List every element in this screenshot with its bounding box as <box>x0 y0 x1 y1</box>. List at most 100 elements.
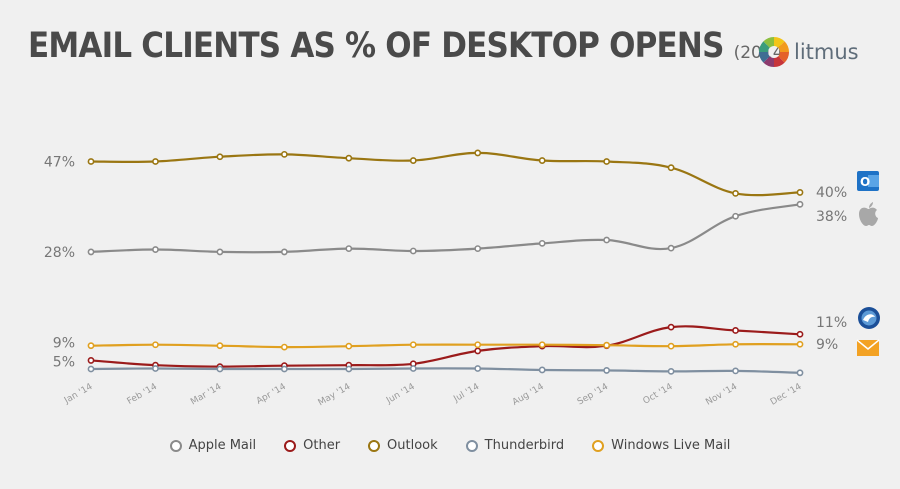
data-point <box>667 323 675 331</box>
series-thunderbird <box>87 365 804 377</box>
data-point <box>216 248 224 256</box>
data-point <box>216 153 224 161</box>
series-windows-live-mail <box>87 340 804 351</box>
x-tick-label: Jun '14 <box>384 382 417 407</box>
data-point <box>409 157 417 164</box>
litmus-logo: litmus <box>758 32 859 72</box>
data-point <box>152 365 159 372</box>
series-line <box>90 203 801 254</box>
legend-label: Outlook <box>387 438 438 453</box>
series-lines <box>87 149 804 377</box>
data-point <box>667 367 675 375</box>
legend-marker <box>592 439 605 452</box>
series-line <box>90 151 801 197</box>
series-other <box>87 323 804 371</box>
data-point <box>732 212 739 220</box>
legend-marker <box>465 439 478 452</box>
data-point <box>796 189 804 196</box>
data-point <box>216 365 224 373</box>
left-value-label: 5% <box>53 354 75 370</box>
data-point <box>280 150 288 158</box>
x-tick-label: Apr '14 <box>255 382 288 407</box>
end-value-label: 40% <box>816 185 847 201</box>
data-point <box>538 157 546 164</box>
data-point <box>474 149 482 157</box>
legend-marker <box>284 439 297 452</box>
data-point <box>216 342 224 350</box>
data-point <box>603 236 611 244</box>
x-tick-label: Oct '14 <box>642 382 675 407</box>
data-point <box>345 245 353 252</box>
svg-text:O: O <box>860 175 870 189</box>
data-point <box>603 341 611 349</box>
left-value-label: 28% <box>44 245 75 261</box>
end-value-label: 9% <box>816 337 838 353</box>
windows-live-mail-icon <box>856 339 880 356</box>
data-point <box>87 158 95 165</box>
legend-label: Other <box>303 438 341 453</box>
x-tick-label: Aug '14 <box>511 382 546 408</box>
x-tick-label: Jan '14 <box>62 382 95 407</box>
data-point <box>538 366 546 374</box>
legend-marker <box>169 439 182 452</box>
data-point <box>280 365 288 373</box>
legend-item: Windows Live Mail <box>592 438 730 453</box>
legend-item: Other <box>284 438 340 453</box>
data-point <box>152 341 159 349</box>
series-line <box>90 343 801 349</box>
thunderbird-icon <box>858 307 880 329</box>
data-point <box>796 369 804 377</box>
apple-icon <box>859 202 878 226</box>
left-value-label: 9% <box>53 335 75 351</box>
series-line <box>90 367 801 374</box>
data-point <box>474 341 482 349</box>
series-apple-mail <box>87 200 804 256</box>
data-point <box>667 342 675 350</box>
legend-marker <box>368 439 381 452</box>
end-value-label: 11% <box>816 315 847 331</box>
data-point <box>474 365 482 372</box>
brand-name: litmus <box>794 40 859 64</box>
outlook-icon: O <box>857 171 879 191</box>
data-point <box>152 246 159 253</box>
data-point <box>667 244 675 252</box>
data-point <box>152 158 159 165</box>
data-point <box>409 365 417 372</box>
x-tick-label: Jul '14 <box>451 382 481 405</box>
x-tick-label: Mar '14 <box>189 382 223 408</box>
data-point <box>280 248 288 256</box>
data-point <box>280 343 288 351</box>
data-point <box>732 340 739 348</box>
data-point <box>474 347 482 355</box>
legend-item: Apple Mail <box>169 438 256 453</box>
series-line <box>90 325 801 368</box>
x-tick-label: Nov '14 <box>704 382 739 408</box>
data-point <box>667 164 675 172</box>
data-point <box>538 341 546 349</box>
data-point <box>345 342 353 350</box>
legend-item: Thunderbird <box>465 438 564 453</box>
left-value-label: 47% <box>44 155 75 171</box>
data-point <box>474 245 482 252</box>
data-point <box>796 330 804 338</box>
end-value-labels: 38% 11% 40% 9% <box>816 185 847 353</box>
chart-legend: Apple Mail Other Outlook Thunderbird Windows… <box>0 438 900 453</box>
x-axis-labels: Jan '14 Feb '14 Mar '14 Apr '14 May '14 Jun '… <box>62 382 804 409</box>
legend-label: Windows Live Mail <box>611 438 731 453</box>
series-outlook <box>87 149 804 197</box>
x-tick-label: May '14 <box>317 382 353 408</box>
data-point <box>732 189 739 197</box>
data-point <box>732 327 739 334</box>
data-point <box>796 340 804 348</box>
data-point <box>87 365 95 373</box>
data-point <box>87 248 95 256</box>
data-point <box>603 158 611 165</box>
litmus-logo-icon <box>759 37 789 67</box>
x-tick-label: Dec '14 <box>769 382 804 408</box>
legend-item: Outlook <box>368 438 438 453</box>
data-point <box>796 200 804 208</box>
title-main: EMAIL CLIENTS AS % OF DESKTOP OPENS <box>28 25 724 66</box>
data-point <box>538 239 546 247</box>
data-point <box>345 365 353 373</box>
